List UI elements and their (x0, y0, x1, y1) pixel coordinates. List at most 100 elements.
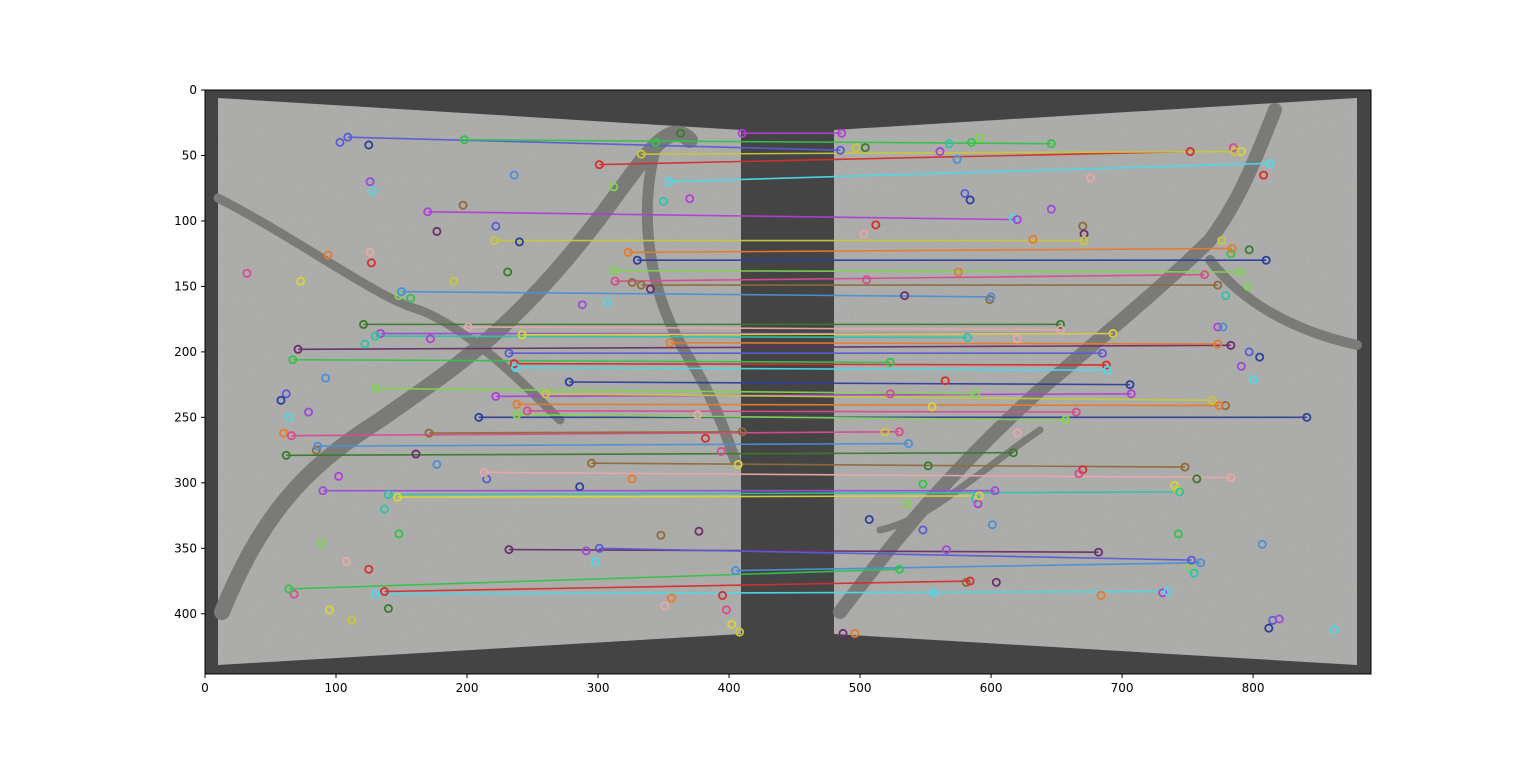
keypoint-marker (1218, 322, 1228, 332)
keypoint-marker (281, 389, 291, 399)
match-keypoint-right (1126, 389, 1136, 399)
keypoint-marker (289, 589, 299, 599)
keypoint-marker (514, 237, 524, 247)
keypoint-marker (394, 529, 404, 539)
keypoint-marker (991, 577, 1001, 587)
match-keypoint-right (894, 427, 904, 437)
match-keypoint-left (491, 391, 501, 401)
match-keypoint-right (837, 128, 847, 138)
keypoint-marker (1228, 143, 1238, 153)
keypoint-marker (383, 604, 393, 614)
right-image (834, 98, 1357, 665)
keypoint-marker (609, 182, 619, 192)
match-keypoint-right (1175, 487, 1185, 497)
y-tick-label: 0 (189, 83, 197, 97)
keypoint-marker (1221, 291, 1231, 301)
match-keypoint-left (383, 490, 393, 500)
keypoint-marker (1244, 245, 1254, 255)
match-line (401, 290, 992, 298)
keypoint-marker (942, 545, 952, 555)
keypoint-marker (923, 461, 933, 471)
match-keypoint-left (490, 236, 500, 246)
match-line (670, 341, 1218, 345)
match-line (545, 392, 1213, 402)
keypoint-marker (727, 619, 737, 629)
keypoint-marker (928, 588, 938, 598)
match-keypoint-right (962, 332, 972, 342)
keypoint-marker (656, 530, 666, 540)
keypoint-marker (432, 459, 442, 469)
keypoint-marker (360, 339, 370, 349)
match-keypoint-left (609, 266, 619, 276)
keypoint-marker (1046, 204, 1056, 214)
match-line (388, 491, 1180, 496)
match-line (591, 462, 1185, 468)
match-keypoint-left (664, 177, 674, 187)
match-keypoint-right (1226, 473, 1236, 483)
keypoint-marker (851, 143, 861, 153)
keypoint-marker (838, 628, 848, 638)
match-keypoint-right (1207, 395, 1217, 405)
match-line (286, 451, 1014, 457)
keypoint-marker (341, 556, 351, 566)
keypoint-marker (961, 577, 971, 587)
keypoint-marker (379, 504, 389, 514)
keypoint-marker (323, 250, 333, 260)
match-keypoint-left (370, 589, 380, 599)
match-keypoint-left (459, 135, 469, 145)
keypoint-marker (952, 154, 962, 164)
match-keypoint-right (974, 491, 984, 501)
match-keypoint-left (463, 322, 473, 332)
match-line (375, 590, 1168, 595)
x-tick-label: 600 (980, 681, 1003, 695)
match-keypoint-left (610, 276, 620, 286)
match-keypoint-right (894, 564, 904, 574)
match-keypoint-right (1196, 558, 1206, 568)
match-keypoint-right (1302, 412, 1312, 422)
keypoint-marker (303, 407, 313, 417)
match-keypoint-right (835, 145, 845, 155)
keypoint-marker (721, 605, 731, 615)
match-keypoint-left (284, 584, 294, 594)
match-keypoint-right (1214, 401, 1224, 411)
match-line (569, 381, 1130, 386)
keypoint-marker (627, 277, 637, 287)
keypoint-marker (321, 373, 331, 383)
y-tick-label: 250 (174, 410, 197, 424)
match-keypoint-left (512, 410, 522, 420)
keypoint-marker (1274, 614, 1284, 624)
keypoint-marker (1086, 173, 1096, 183)
match-keypoint-right (1265, 158, 1275, 168)
match-line (668, 162, 1271, 183)
match-keypoint-left (594, 543, 604, 553)
keypoint-marker (900, 291, 910, 301)
match-lines (286, 132, 1307, 595)
match-keypoint-left (479, 467, 489, 477)
match-keypoint-right (1185, 147, 1195, 157)
keypoint-marker (1226, 249, 1236, 259)
match-line (291, 430, 900, 437)
match-keypoint-right (1097, 348, 1107, 358)
match-keypoint-right (1056, 325, 1066, 335)
match-keypoint-left (636, 149, 646, 159)
keypoint-marker (733, 459, 743, 469)
keypoint-marker (871, 220, 881, 230)
match-keypoint-right (1213, 280, 1223, 290)
match-keypoint-left (370, 384, 380, 394)
match-keypoint-right (1227, 243, 1237, 253)
keypoint-marker (735, 627, 745, 637)
match-keypoint-left (424, 428, 434, 438)
keypoint-marker (927, 402, 937, 412)
match-keypoint-left (512, 399, 522, 409)
keypoint-marker (317, 538, 327, 548)
keypoint-marker (694, 526, 704, 536)
keypoint-marker (581, 546, 591, 556)
match-line (397, 495, 980, 499)
keypoint-marker (425, 334, 435, 344)
keypoint-marker (1217, 236, 1227, 246)
match-keypoint-left (632, 255, 642, 265)
left-image (218, 98, 741, 665)
x-tick-label: 800 (1242, 681, 1265, 695)
match-line (522, 332, 1113, 336)
keypoint-marker (1074, 469, 1084, 479)
